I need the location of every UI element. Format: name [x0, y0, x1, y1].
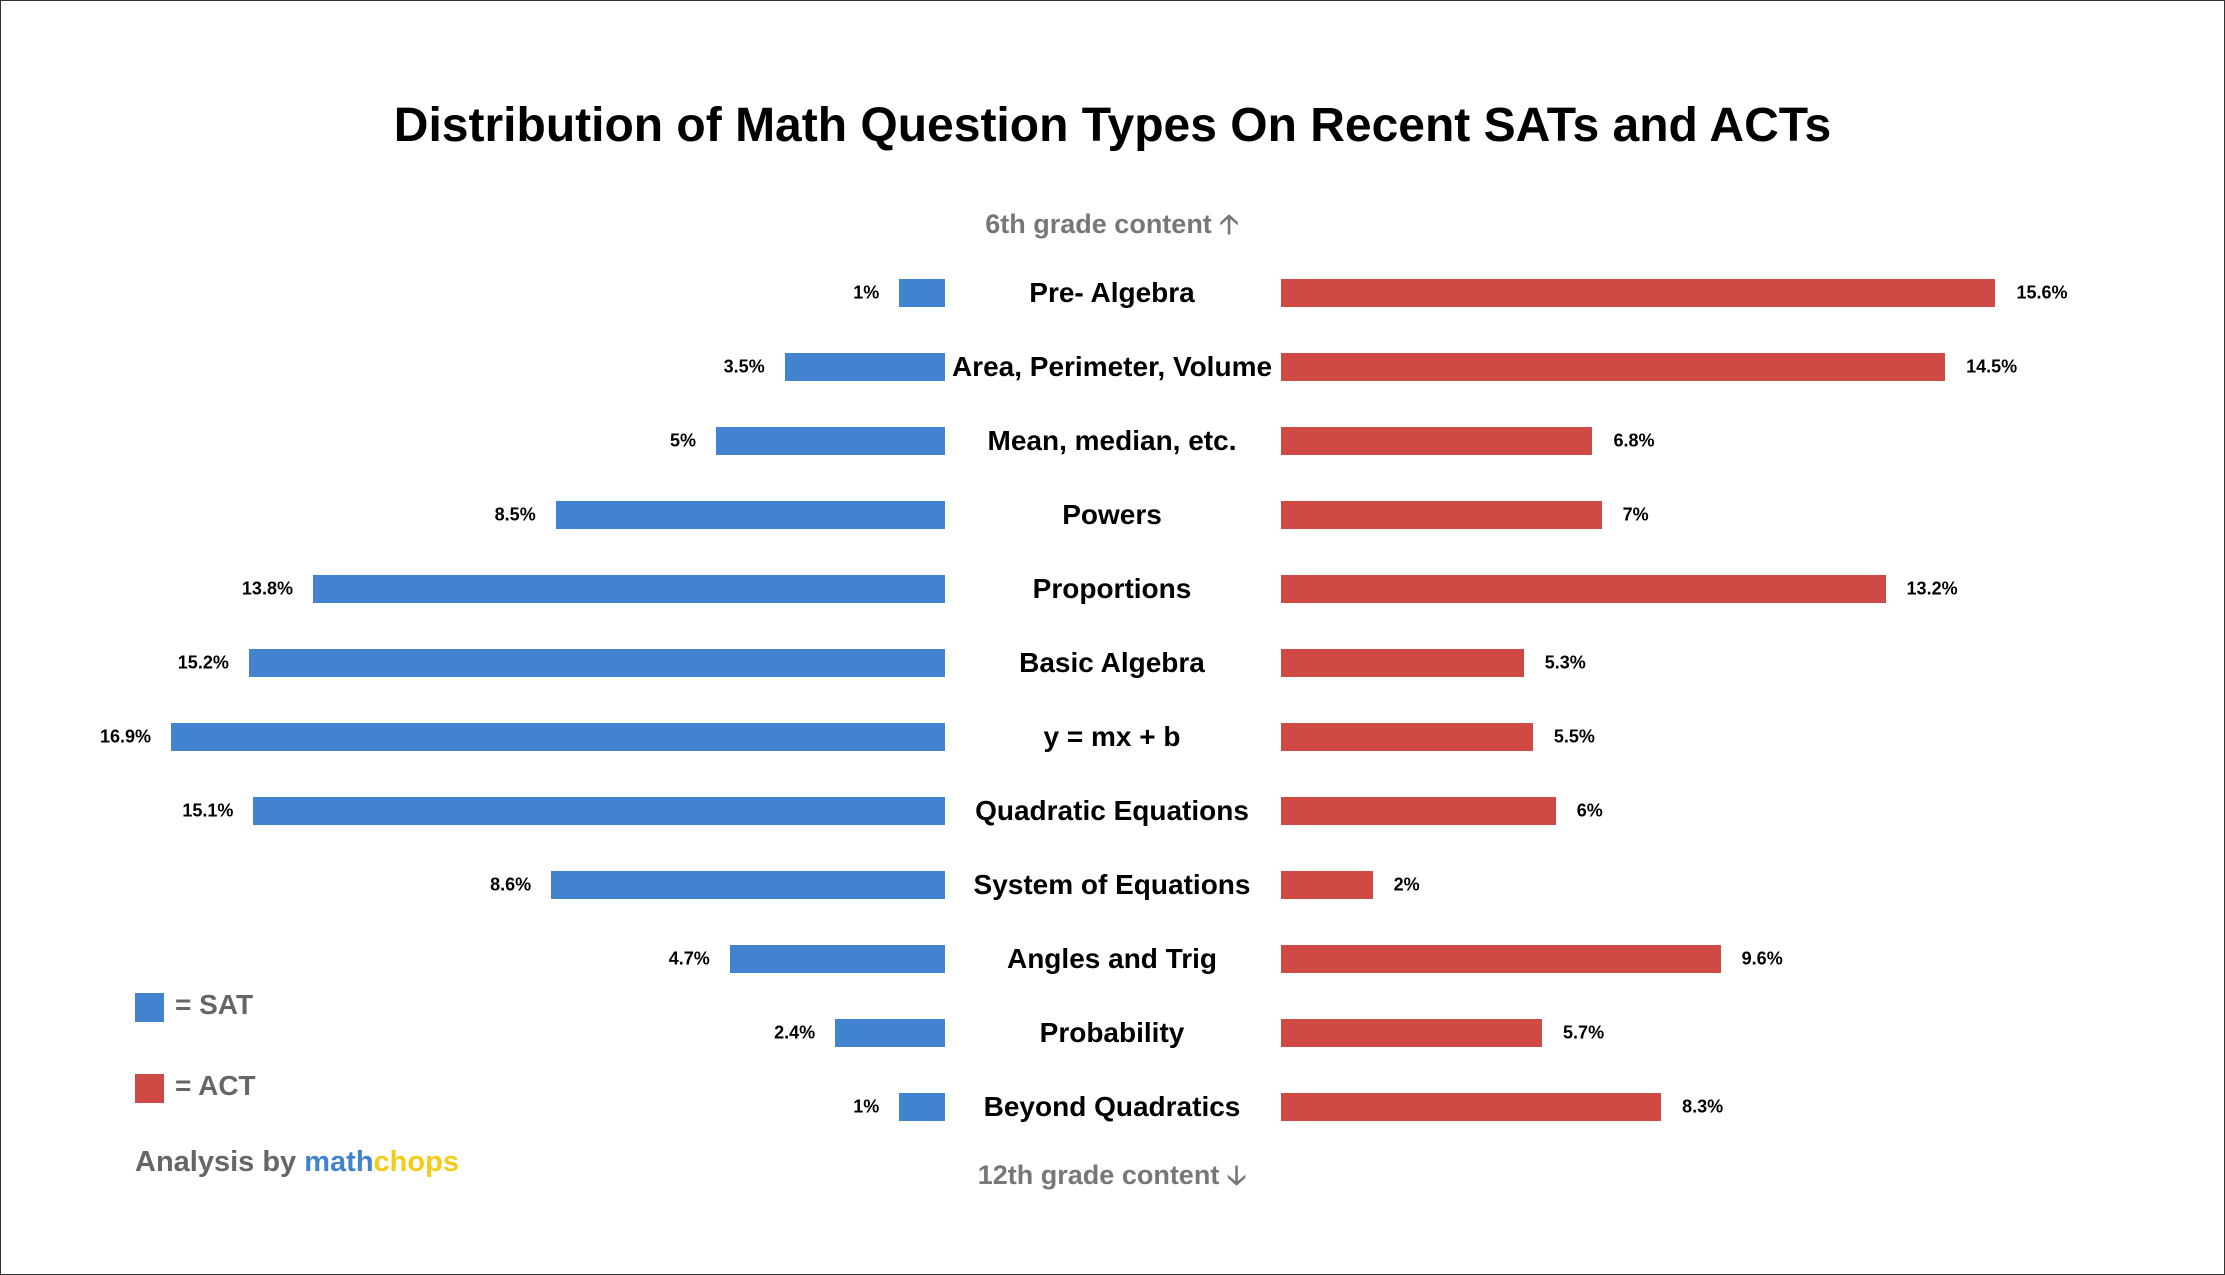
sat-value-label: 1% — [853, 282, 880, 303]
act-bar — [1281, 1093, 1662, 1121]
brand-math: math — [304, 1146, 374, 1178]
act-bar — [1281, 649, 1524, 677]
sat-bar — [253, 797, 945, 825]
category-label: Mean, median, etc. — [987, 425, 1237, 456]
legend-swatch-act — [135, 1074, 164, 1103]
sat-bar — [555, 501, 945, 529]
act-bar — [1281, 723, 1533, 751]
legend-swatch-sat — [135, 993, 164, 1022]
brand-chops: chops — [373, 1146, 459, 1178]
arrow-down-icon: 🡣 — [1226, 1160, 1247, 1190]
sat-bar — [899, 279, 945, 307]
category-label: Basic Algebra — [1019, 647, 1205, 678]
act-value-label: 2% — [1393, 874, 1420, 895]
act-value-label: 6.8% — [1613, 430, 1655, 451]
sat-bar — [784, 353, 945, 381]
act-value-label: 9.6% — [1741, 948, 1783, 969]
sat-value-label: 8.6% — [490, 874, 532, 895]
act-bar — [1281, 1019, 1543, 1047]
arrow-up-icon: 🡡 — [1219, 209, 1239, 239]
sat-bar — [170, 723, 945, 751]
sat-value-label: 5% — [669, 430, 696, 451]
sat-value-label: 4.7% — [668, 948, 710, 969]
sat-bar — [729, 945, 945, 973]
act-bar — [1281, 279, 1996, 307]
act-value-label: 7% — [1622, 504, 1649, 525]
act-bar — [1281, 945, 1721, 973]
legend-label-act: = ACT — [175, 1070, 256, 1101]
sat-bar — [899, 1093, 945, 1121]
sat-value-label: 15.1% — [182, 800, 234, 821]
bottom-note-text: 12th grade content — [977, 1160, 1220, 1190]
sat-value-label: 1% — [853, 1096, 880, 1117]
act-value-label: 8.3% — [1682, 1096, 1724, 1117]
category-label: Powers — [1062, 499, 1162, 530]
act-value-label: 13.2% — [1906, 578, 1958, 599]
chart-title: Distribution of Math Question Types On R… — [393, 99, 1832, 152]
sat-value-label: 3.5% — [723, 356, 765, 377]
sat-value-label: 8.5% — [494, 504, 536, 525]
act-value-label: 5.3% — [1544, 652, 1586, 673]
act-bar — [1281, 575, 1886, 603]
sat-bar — [835, 1019, 945, 1047]
category-label: y = mx + b — [1043, 721, 1181, 752]
category-label: Proportions — [1032, 573, 1192, 604]
top-note: 6th grade content 🡡 — [985, 205, 1238, 251]
category-label: Angles and Trig — [1006, 943, 1218, 974]
category-label: Pre- Algebra — [1029, 277, 1195, 308]
act-value-label: 14.5% — [1966, 356, 2018, 377]
top-note-text: 6th grade content — [985, 209, 1212, 239]
category-label: System of Equations — [973, 869, 1251, 900]
credit: Analysis by mathchops — [135, 1146, 459, 1179]
act-value-label: 6% — [1576, 800, 1603, 821]
act-value-label: 5.7% — [1563, 1022, 1605, 1043]
sat-value-label: 2.4% — [774, 1022, 816, 1043]
sat-bar — [716, 427, 945, 455]
sat-bar — [248, 649, 945, 677]
act-bar — [1281, 797, 1556, 825]
act-value-label: 15.6% — [2016, 282, 2068, 303]
act-bar — [1281, 427, 1593, 455]
act-bar — [1281, 501, 1602, 529]
category-label: Quadratic Equations — [975, 795, 1249, 826]
category-label: Area, Perimeter, Volume — [951, 351, 1273, 382]
bottom-note: 12th grade content 🡣 — [978, 1156, 1246, 1202]
act-bar — [1281, 871, 1373, 899]
sat-value-label: 16.9% — [99, 726, 151, 747]
legend-label-sat: = SAT — [175, 989, 254, 1020]
act-value-label: 5.5% — [1553, 726, 1595, 747]
sat-bar — [312, 575, 945, 603]
sat-value-label: 13.8% — [241, 578, 293, 599]
credit-prefix: Analysis by — [135, 1146, 305, 1178]
category-label: Probability — [1039, 1017, 1185, 1048]
act-bar — [1281, 353, 1946, 381]
sat-bar — [551, 871, 945, 899]
category-label: Beyond Quadratics — [983, 1091, 1241, 1122]
sat-value-label: 15.2% — [177, 652, 229, 673]
